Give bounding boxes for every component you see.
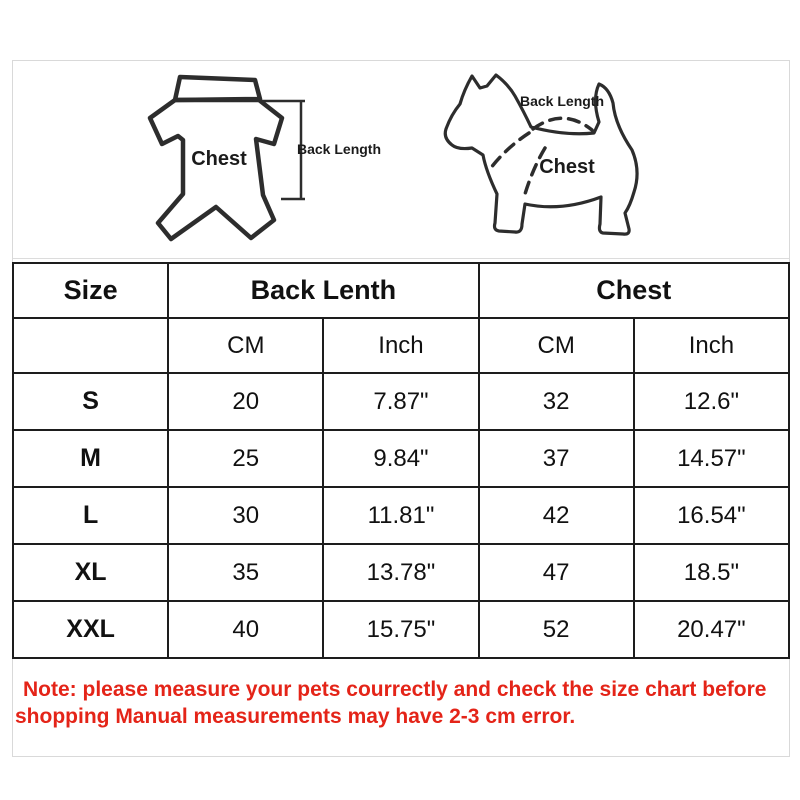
table-cell: 35: [167, 543, 325, 602]
size-note: Note: please measure your pets courrectl…: [13, 673, 789, 730]
back-length-header-cell: Back Lenth: [167, 262, 480, 319]
size-note-line2: shopping Manual measurements may have 2-…: [15, 705, 576, 728]
garment-back-length-label: Back Length: [297, 141, 381, 157]
table-cell: 32: [477, 372, 635, 431]
garment-collar: [172, 74, 263, 103]
dog-back-length-dash: [531, 116, 594, 132]
table-cell: 11.81": [322, 486, 480, 545]
table-row-xl: XL 35 13.78" 47 18.5": [11, 543, 791, 602]
size-cell: XXL: [11, 600, 170, 659]
empty-header-cell: [11, 317, 170, 374]
table-row-s: S 20 7.87" 32 12.6": [11, 372, 791, 431]
table-cell: 7.87": [322, 372, 480, 431]
table-cell: 52: [477, 600, 635, 659]
table-cell: 16.54": [632, 486, 791, 545]
chest-header-cell: Chest: [477, 262, 791, 319]
chest-inch-header-cell: Inch: [632, 317, 791, 374]
table-cell: 47: [477, 543, 635, 602]
measurement-diagrams: Chest Back Length Back Length Chest: [13, 61, 789, 259]
dog-diagram: Back Length Chest: [443, 73, 639, 236]
dog-girth-dash: [523, 146, 547, 196]
back-length-bracket: [260, 99, 305, 201]
table-cell: 12.6": [632, 372, 791, 431]
table-cell: 18.5": [632, 543, 791, 602]
size-chart-sheet: Chest Back Length Back Length Chest Size…: [11, 60, 791, 757]
size-table: Size Back Lenth Chest CM Inch CM Inch S …: [11, 262, 791, 659]
garment-diagram: Chest Back Length: [147, 74, 381, 242]
table-cell: 40: [167, 600, 325, 659]
dog-outline: [443, 73, 639, 236]
table-cell: 42: [477, 486, 635, 545]
table-cell: 30: [167, 486, 325, 545]
diagrams-svg: Chest Back Length Back Length Chest: [147, 73, 639, 242]
table-header-row: Size Back Lenth Chest: [11, 262, 791, 319]
back-cm-header-cell: CM: [167, 317, 325, 374]
table-cell: 20.47": [632, 600, 791, 659]
table-cell: 14.57": [632, 429, 791, 488]
size-cell: L: [11, 486, 170, 545]
table-cell: 20: [167, 372, 325, 431]
table-row-l: L 30 11.81" 42 16.54": [11, 486, 791, 545]
garment-chest-label: Chest: [191, 148, 247, 170]
size-cell: S: [11, 372, 170, 431]
table-row-xxl: XXL 40 15.75" 52 20.47": [11, 600, 791, 659]
table-row-m: M 25 9.84" 37 14.57": [11, 429, 791, 488]
size-note-line1: Note: please measure your pets courrectl…: [23, 678, 767, 701]
table-cell: 25: [167, 429, 325, 488]
garment-body-outline: [147, 97, 285, 242]
dog-chest-label: Chest: [539, 156, 595, 178]
size-cell: M: [11, 429, 170, 488]
table-cell: 37: [477, 429, 635, 488]
size-header-cell: Size: [11, 262, 170, 319]
chest-cm-header-cell: CM: [477, 317, 635, 374]
table-cell: 13.78": [322, 543, 480, 602]
dog-back-length-label: Back Length: [520, 93, 604, 109]
dog-neck-dash: [488, 131, 531, 171]
table-cell: 9.84": [322, 429, 480, 488]
table-subheader-row: CM Inch CM Inch: [11, 317, 791, 374]
table-cell: 15.75": [322, 600, 480, 659]
back-inch-header-cell: Inch: [322, 317, 480, 374]
size-cell: XL: [11, 543, 170, 602]
